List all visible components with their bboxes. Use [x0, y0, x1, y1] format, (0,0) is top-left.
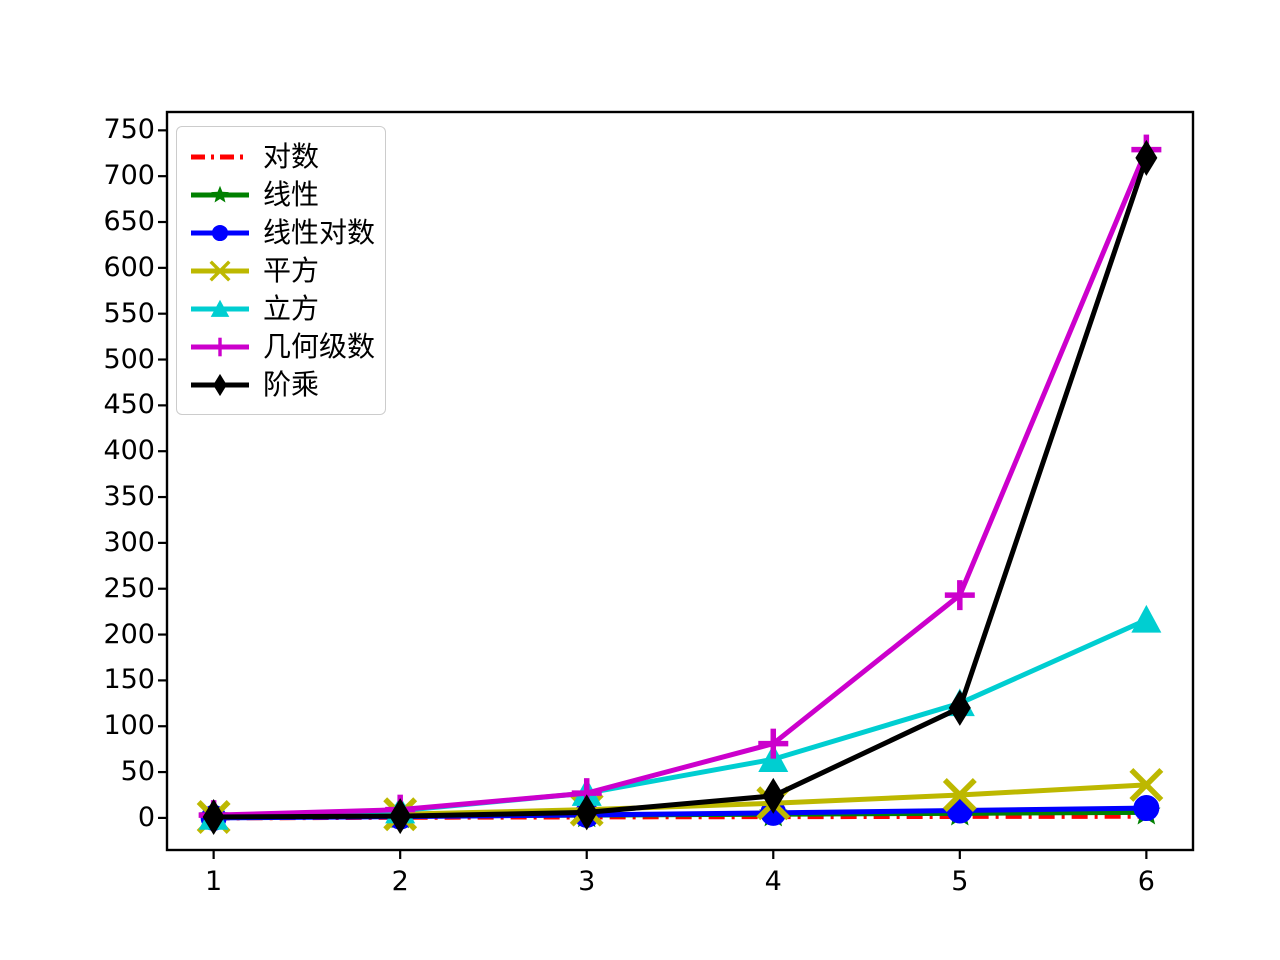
marker-star [211, 185, 229, 203]
legend-entry-3[interactable]: 平方 [177, 252, 385, 290]
marker-circle [1133, 795, 1160, 822]
y-tick-label: 600 [103, 251, 155, 283]
x-tick-label: 2 [391, 866, 409, 897]
y-tick-label: 250 [103, 572, 155, 604]
chart-legend: 对数线性线性对数平方立方几何级数阶乘 [176, 126, 386, 415]
marker-plus [758, 728, 789, 759]
marker-diamond [389, 798, 412, 835]
marker-diamond [202, 798, 225, 835]
marker-triangle [210, 299, 230, 317]
y-tick-label: 750 [103, 114, 155, 146]
data-series-layer [196, 134, 1164, 835]
legend-entry-4[interactable]: 立方 [177, 290, 385, 328]
legend-swatch [189, 366, 251, 404]
axes-frame [165, 110, 1195, 852]
x-tick-label: 5 [951, 866, 969, 897]
legend-swatch [189, 176, 251, 214]
legend-swatch [189, 214, 251, 252]
y-tick-label: 550 [103, 297, 155, 329]
x-tick-label: 1 [205, 866, 223, 897]
marker-diamond [762, 777, 785, 814]
y-tick-label: 50 [120, 756, 155, 788]
y-tick-label: 650 [103, 206, 155, 237]
marker-circle [211, 224, 229, 242]
legend-label: 线性 [263, 178, 320, 211]
legend-label: 对数 [263, 140, 320, 173]
legend-label: 立方 [263, 292, 320, 325]
marker-plus [210, 337, 230, 357]
marker-plus [944, 580, 975, 611]
legend-swatch [189, 138, 251, 176]
marker-diamond [948, 689, 971, 726]
legend-entry-2[interactable]: 线性对数 [177, 214, 385, 252]
marker-x [1129, 767, 1164, 802]
legend-entry-1[interactable]: 线性 [177, 176, 385, 214]
marker-diamond [575, 794, 598, 831]
legend-label: 几何级数 [263, 330, 376, 363]
axes-border [165, 110, 1195, 852]
marker-diamond [213, 373, 227, 397]
legend-swatch [189, 290, 251, 328]
y-tick-label: 150 [103, 664, 155, 696]
legend-entry-0[interactable]: 对数 [177, 138, 385, 176]
series-line [213, 617, 1148, 820]
legend-label: 线性对数 [263, 216, 376, 249]
x-tick-label: 3 [578, 866, 596, 897]
y-tick-label: 350 [103, 481, 155, 513]
y-tick-label: 200 [103, 618, 155, 650]
legend-entry-6[interactable]: 阶乘 [177, 366, 385, 404]
legend-label: 阶乘 [263, 368, 320, 401]
series-3 [196, 767, 1164, 834]
legend-swatch [189, 328, 251, 366]
marker-x [209, 260, 231, 282]
series-6 [202, 139, 1158, 835]
series-line [213, 148, 1149, 818]
legend-label: 平方 [263, 254, 320, 287]
y-tick-label: 700 [103, 160, 155, 192]
series-line [213, 157, 1149, 820]
x-tick-label: 4 [764, 866, 782, 897]
legend-swatch [189, 252, 251, 290]
y-tick-label: 450 [103, 389, 155, 421]
x-tick-label: 6 [1137, 866, 1155, 897]
legend-entry-5[interactable]: 几何级数 [177, 328, 385, 366]
y-tick-label: 300 [103, 526, 155, 558]
marker-x [942, 778, 977, 812]
marker-triangle [1131, 604, 1162, 633]
y-tick-label: 0 [137, 801, 155, 833]
marker-diamond [1135, 139, 1158, 176]
y-tick-label: 100 [103, 710, 155, 742]
y-tick-label: 500 [103, 343, 155, 375]
axis-ticks [158, 129, 1148, 859]
series-4 [198, 604, 1162, 830]
y-tick-label: 400 [103, 435, 155, 467]
